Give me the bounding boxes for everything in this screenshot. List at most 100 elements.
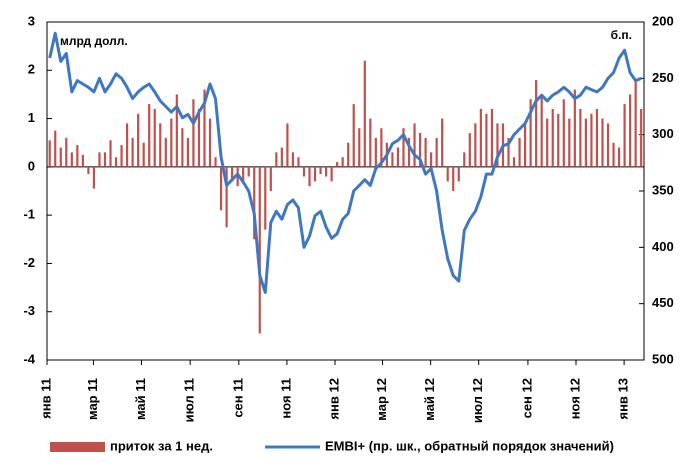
bar <box>341 157 344 167</box>
bar <box>435 137 438 167</box>
bar <box>358 128 361 167</box>
legend-label: приток за 1 нед. <box>110 438 213 453</box>
y2-tick-label: 450 <box>652 295 674 310</box>
y-tick-label: -1 <box>23 207 35 222</box>
y-tick-label: -2 <box>23 255 35 270</box>
x-tick-label: май 11 <box>133 378 148 420</box>
bar <box>54 130 57 167</box>
bar <box>81 154 84 167</box>
bar <box>407 137 411 167</box>
bar <box>275 152 278 167</box>
bar <box>336 162 339 167</box>
bar <box>65 137 68 167</box>
bar <box>590 113 593 167</box>
bar <box>253 166 256 240</box>
bar <box>369 118 372 167</box>
bar <box>308 166 311 187</box>
x-tick-label: июл 11 <box>182 378 197 422</box>
bar <box>424 137 427 167</box>
bar <box>634 79 637 167</box>
bar <box>103 152 107 167</box>
left-unit: млрд долл. <box>60 34 128 48</box>
bar <box>485 113 488 167</box>
bar <box>297 157 300 167</box>
bar <box>264 166 267 230</box>
bar <box>523 123 527 167</box>
bar <box>87 166 90 175</box>
bar <box>302 166 306 177</box>
bar <box>142 142 145 167</box>
bar <box>402 128 405 167</box>
bar <box>59 147 62 167</box>
y2-tick-label: 200 <box>652 13 674 28</box>
bar <box>579 108 582 167</box>
x-tick-label: янв 11 <box>38 378 53 419</box>
bar <box>48 140 51 167</box>
bar <box>159 123 162 167</box>
bar <box>131 137 134 167</box>
bar <box>446 166 449 182</box>
bar <box>352 104 355 167</box>
bar <box>319 166 322 175</box>
bar <box>507 137 510 167</box>
bar <box>247 166 250 177</box>
bar <box>374 137 377 167</box>
bar <box>363 60 366 167</box>
bar <box>98 152 101 167</box>
x-tick-label: июл 12 <box>470 378 485 423</box>
bar <box>474 123 477 167</box>
y2-tick-label: 350 <box>652 182 674 197</box>
bar <box>557 113 560 167</box>
bar <box>529 99 532 167</box>
y2-tick-label: 400 <box>652 239 674 254</box>
bar <box>413 123 416 167</box>
bar <box>640 108 643 167</box>
bar <box>535 79 538 167</box>
bar <box>430 152 433 167</box>
bar <box>457 166 460 182</box>
bar <box>391 152 394 167</box>
y-tick-label: 3 <box>28 13 35 28</box>
bar <box>114 157 118 167</box>
bar <box>490 108 494 167</box>
bar <box>623 104 626 167</box>
bar <box>231 166 234 182</box>
bar <box>219 166 223 211</box>
bar <box>479 108 482 167</box>
x-tick-label: мар 12 <box>374 378 389 421</box>
bar <box>617 147 621 167</box>
bar <box>280 147 283 167</box>
bar <box>347 142 350 167</box>
x-tick-label: ноя 11 <box>278 378 293 419</box>
x-tick-label: сен 11 <box>230 378 245 418</box>
bar <box>203 89 206 167</box>
bar <box>324 166 328 177</box>
bar <box>595 108 599 167</box>
x-tick-label: янв 13 <box>616 378 631 420</box>
bar <box>258 166 261 334</box>
x-tick-label: май 12 <box>422 378 437 421</box>
bar <box>125 123 129 167</box>
bar <box>186 137 189 167</box>
x-tick-label: ноя 12 <box>567 378 582 419</box>
bar <box>452 166 455 191</box>
bar <box>286 123 289 167</box>
right-unit: б.п. <box>611 28 632 42</box>
bar <box>380 128 383 167</box>
bar <box>540 94 543 167</box>
bar <box>551 108 554 167</box>
bar <box>164 137 167 167</box>
bar <box>573 89 576 167</box>
bar <box>92 166 96 189</box>
bar <box>629 94 632 167</box>
bar <box>512 157 516 167</box>
bar <box>330 166 333 182</box>
bar <box>468 133 471 167</box>
bar <box>242 166 245 182</box>
bar <box>76 145 79 167</box>
bar <box>153 108 156 167</box>
bar <box>396 147 400 167</box>
bar <box>463 152 466 167</box>
bar <box>612 142 615 167</box>
